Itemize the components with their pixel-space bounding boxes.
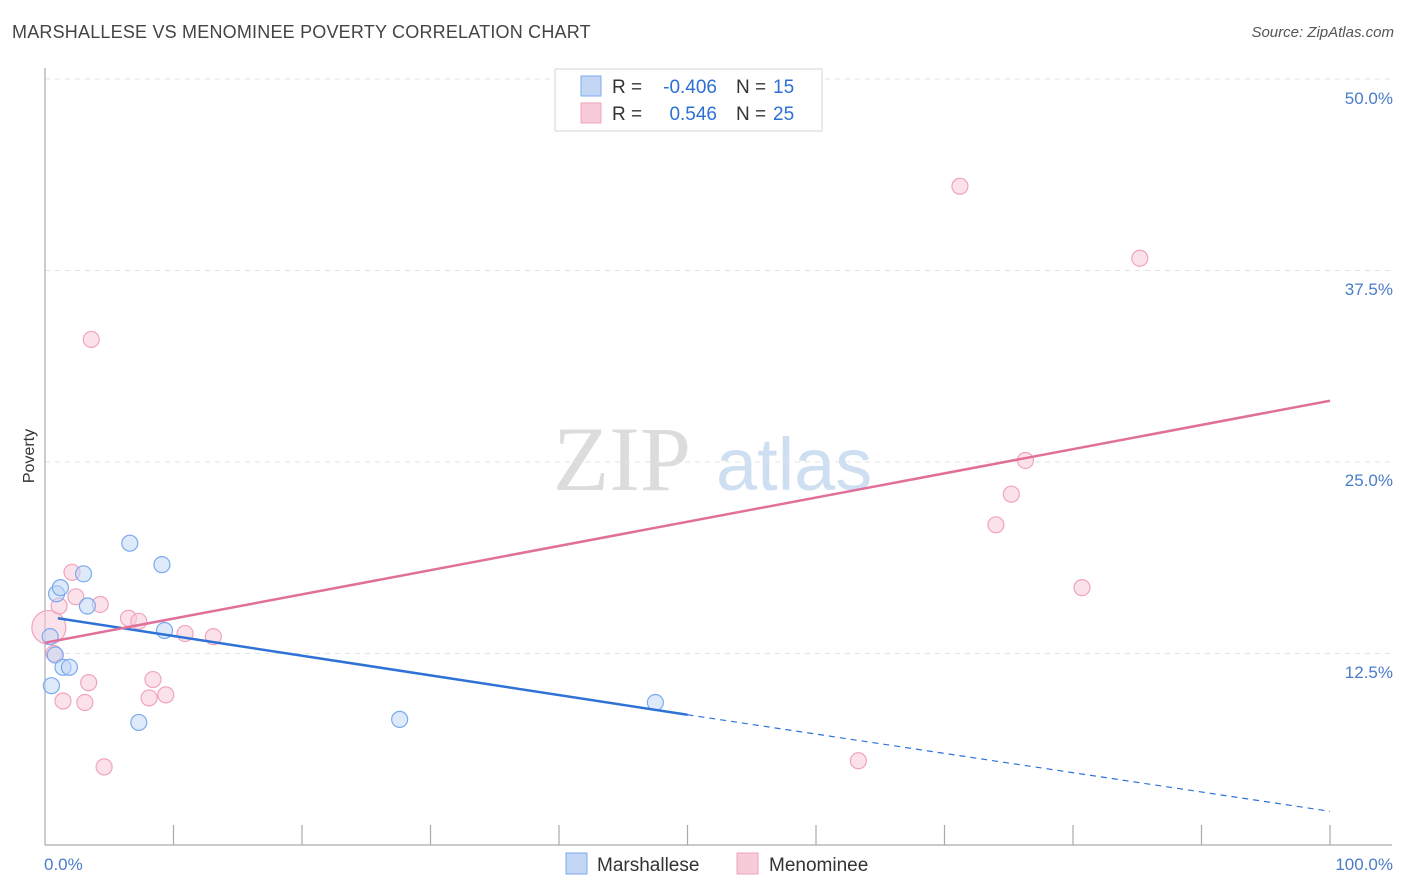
marshallese-point-4 xyxy=(51,579,70,597)
menominee-point-13 xyxy=(140,689,158,707)
menominee-point-5 xyxy=(67,588,85,606)
legend-menominee-swatch xyxy=(736,852,759,875)
x-axis-ticks xyxy=(172,825,1331,845)
watermark-zip: ZIP xyxy=(553,408,691,510)
marshallese-n-value: 15 xyxy=(773,77,794,98)
menominee-point-8 xyxy=(82,330,100,349)
menominee-point-18 xyxy=(849,752,868,770)
source-label: Source: ZipAtlas.com xyxy=(1251,24,1394,41)
menominee-point-7 xyxy=(80,674,98,692)
y-tick-label-50: 50.0% xyxy=(1345,89,1393,108)
marshallese-r-value: -0.406 xyxy=(663,77,717,98)
marshallese-trend-extension xyxy=(687,714,1331,812)
series-legend: Marshallese Menominee xyxy=(565,852,868,876)
marshallese-point-6 xyxy=(60,658,79,676)
marshallese-point-13 xyxy=(391,710,409,728)
marshallese-point-7 xyxy=(74,565,93,583)
marshallese-r-label: R = xyxy=(612,77,642,98)
menominee-point-19 xyxy=(951,177,969,195)
y-tick-label-37-5: 37.5% xyxy=(1345,280,1393,299)
menominee-point-24 xyxy=(1131,249,1149,267)
menominee-point-15 xyxy=(157,686,175,704)
menominee-point-20 xyxy=(987,516,1005,534)
marshallese-trend-line xyxy=(57,617,688,717)
menominee-n-value: 25 xyxy=(773,104,794,125)
menominee-point-23 xyxy=(1073,579,1091,597)
menominee-point-3 xyxy=(54,692,72,710)
menominee-r-value: 0.546 xyxy=(669,104,717,125)
menominee-point-22 xyxy=(1016,451,1035,470)
menominee-point-10 xyxy=(95,758,113,776)
chart-title: MARSHALLESE VS MENOMINEE POVERTY CORRELA… xyxy=(12,22,591,42)
marshallese-point-8 xyxy=(78,597,97,615)
marshallese-point-10 xyxy=(121,534,139,552)
x-tick-label-max: 100.0% xyxy=(1335,855,1393,874)
menominee-point-6 xyxy=(76,693,94,712)
y-axis-label: Poverty xyxy=(21,429,38,483)
menominee-point-14 xyxy=(144,670,162,689)
legend-menominee-label: Menominee xyxy=(769,855,868,876)
menominee-n-label: N = xyxy=(736,104,766,125)
legend-marshallese-label: Marshallese xyxy=(597,855,699,876)
marshallese-points xyxy=(41,534,664,732)
y-tick-label-25: 25.0% xyxy=(1345,471,1393,490)
marshallese-swatch xyxy=(580,75,602,97)
menominee-point-21 xyxy=(1002,485,1020,503)
marshallese-n-label: N = xyxy=(736,77,766,98)
legend-marshallese-swatch xyxy=(565,852,588,875)
marshallese-point-11 xyxy=(153,556,171,574)
menominee-r-label: R = xyxy=(612,104,642,125)
watermark-atlas: atlas xyxy=(716,423,872,506)
x-tick-label-min: 0.0% xyxy=(44,855,83,874)
marshallese-point-2 xyxy=(46,646,64,664)
stats-legend: R = -0.406 N = 15 R = 0.546 N = 25 xyxy=(554,68,823,132)
trend-lines xyxy=(44,399,1331,812)
menominee-swatch xyxy=(580,102,602,124)
menominee-trend-line xyxy=(44,399,1331,645)
y-tick-label-12-5: 12.5% xyxy=(1345,663,1393,682)
marshallese-point-9 xyxy=(130,713,148,732)
marshallese-point-1 xyxy=(42,677,61,695)
grid-lines xyxy=(45,78,1392,654)
